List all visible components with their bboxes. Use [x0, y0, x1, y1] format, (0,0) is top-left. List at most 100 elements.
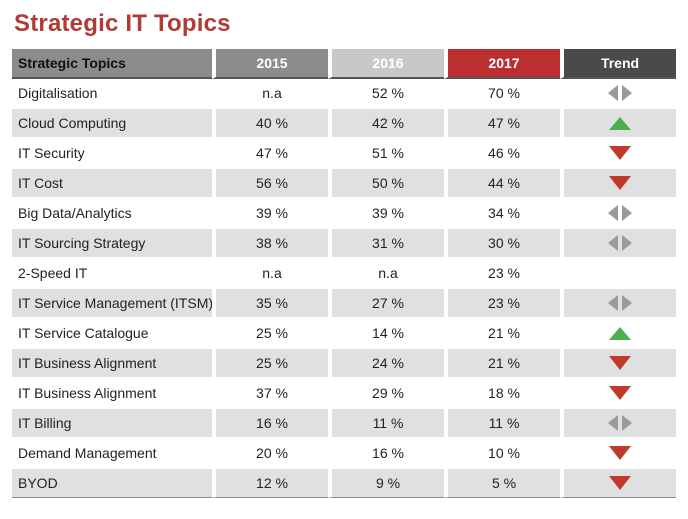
row-topic: Demand Management — [12, 439, 212, 469]
value-2015: 12 % — [212, 469, 328, 498]
trend-cell — [560, 229, 676, 259]
header-2017: 2017 — [444, 49, 560, 79]
value-2016: 9 % — [328, 469, 444, 498]
table-row: BYOD 12 % 9 % 5 % — [12, 469, 676, 498]
trend-down-icon — [609, 446, 631, 460]
table-body: Digitalisation n.a 52 % 70 % Cloud Computing… — [12, 79, 676, 498]
trend-cell — [560, 259, 676, 289]
value-2017: 23 % — [444, 259, 560, 289]
trend-neutral-icon — [608, 295, 632, 311]
trend-cell — [560, 469, 676, 498]
table-row: IT Security 47 % 51 % 46 % — [12, 139, 676, 169]
header-2015: 2015 — [212, 49, 328, 79]
value-2015: 37 % — [212, 379, 328, 409]
row-topic: IT Service Management (ITSM) — [12, 289, 212, 319]
table-row: IT Cost 56 % 50 % 44 % — [12, 169, 676, 199]
value-2015: 25 % — [212, 319, 328, 349]
row-topic: IT Billing — [12, 409, 212, 439]
value-2015: 39 % — [212, 199, 328, 229]
value-2016: 29 % — [328, 379, 444, 409]
value-2017: 11 % — [444, 409, 560, 439]
value-2015: n.a — [212, 259, 328, 289]
value-2017: 30 % — [444, 229, 560, 259]
value-2016: 42 % — [328, 109, 444, 139]
trend-cell — [560, 409, 676, 439]
value-2015: 38 % — [212, 229, 328, 259]
value-2017: 47 % — [444, 109, 560, 139]
value-2017: 21 % — [444, 349, 560, 379]
header-2016: 2016 — [328, 49, 444, 79]
table-row: IT Business Alignment 25 % 24 % 21 % — [12, 349, 676, 379]
table-row: IT Sourcing Strategy 38 % 31 % 30 % — [12, 229, 676, 259]
value-2016: 27 % — [328, 289, 444, 319]
table-row: 2-Speed IT n.a n.a 23 % — [12, 259, 676, 289]
trend-cell — [560, 79, 676, 109]
trend-neutral-icon — [608, 415, 632, 431]
table-row: IT Service Catalogue 25 % 14 % 21 % — [12, 319, 676, 349]
value-2016: 14 % — [328, 319, 444, 349]
row-topic: Big Data/Analytics — [12, 199, 212, 229]
value-2017: 34 % — [444, 199, 560, 229]
value-2015: n.a — [212, 79, 328, 109]
trend-cell — [560, 289, 676, 319]
value-2016: 24 % — [328, 349, 444, 379]
trend-cell — [560, 349, 676, 379]
table-row: Digitalisation n.a 52 % 70 % — [12, 79, 676, 109]
header-trend: Trend — [560, 49, 676, 79]
row-topic: BYOD — [12, 469, 212, 498]
value-2015: 56 % — [212, 169, 328, 199]
row-topic: IT Business Alignment — [12, 379, 212, 409]
row-topic: IT Business Alignment — [12, 349, 212, 379]
trend-cell — [560, 199, 676, 229]
trend-down-icon — [609, 176, 631, 190]
row-topic: IT Sourcing Strategy — [12, 229, 212, 259]
row-topic: Digitalisation — [12, 79, 212, 109]
value-2016: 16 % — [328, 439, 444, 469]
trend-neutral-icon — [608, 235, 632, 251]
trend-cell — [560, 139, 676, 169]
trend-down-icon — [609, 146, 631, 160]
table-row: Demand Management 20 % 16 % 10 % — [12, 439, 676, 469]
value-2015: 47 % — [212, 139, 328, 169]
trend-cell — [560, 439, 676, 469]
row-topic: IT Cost — [12, 169, 212, 199]
value-2017: 46 % — [444, 139, 560, 169]
row-topic: IT Security — [12, 139, 212, 169]
value-2016: 50 % — [328, 169, 444, 199]
value-2017: 21 % — [444, 319, 560, 349]
row-topic: Cloud Computing — [12, 109, 212, 139]
trend-cell — [560, 109, 676, 139]
trend-up-icon — [609, 117, 631, 130]
value-2017: 10 % — [444, 439, 560, 469]
row-topic: IT Service Catalogue — [12, 319, 212, 349]
value-2016: 11 % — [328, 409, 444, 439]
value-2016: 52 % — [328, 79, 444, 109]
table-row: Big Data/Analytics 39 % 39 % 34 % — [12, 199, 676, 229]
value-2015: 20 % — [212, 439, 328, 469]
value-2015: 16 % — [212, 409, 328, 439]
table-row: IT Service Management (ITSM) 35 % 27 % 23 % — [12, 289, 676, 319]
value-2017: 70 % — [444, 79, 560, 109]
trend-neutral-icon — [608, 205, 632, 221]
trend-up-icon — [609, 327, 631, 340]
row-topic: 2-Speed IT — [12, 259, 212, 289]
table-row: IT Billing 16 % 11 % 11 % — [12, 409, 676, 439]
page-title: Strategic IT Topics — [14, 10, 231, 37]
value-2017: 5 % — [444, 469, 560, 498]
trend-down-icon — [609, 476, 631, 490]
value-2016: 51 % — [328, 139, 444, 169]
trend-cell — [560, 379, 676, 409]
header-topic: Strategic Topics — [12, 49, 212, 79]
trend-cell — [560, 319, 676, 349]
table-row: IT Business Alignment 37 % 29 % 18 % — [12, 379, 676, 409]
value-2015: 35 % — [212, 289, 328, 319]
table-row: Cloud Computing 40 % 42 % 47 % — [12, 109, 676, 139]
value-2017: 18 % — [444, 379, 560, 409]
value-2017: 23 % — [444, 289, 560, 319]
value-2016: 39 % — [328, 199, 444, 229]
value-2015: 40 % — [212, 109, 328, 139]
header-row: Strategic Topics 2015 2016 2017 Trend — [12, 49, 676, 79]
trend-cell — [560, 169, 676, 199]
trend-down-icon — [609, 356, 631, 370]
